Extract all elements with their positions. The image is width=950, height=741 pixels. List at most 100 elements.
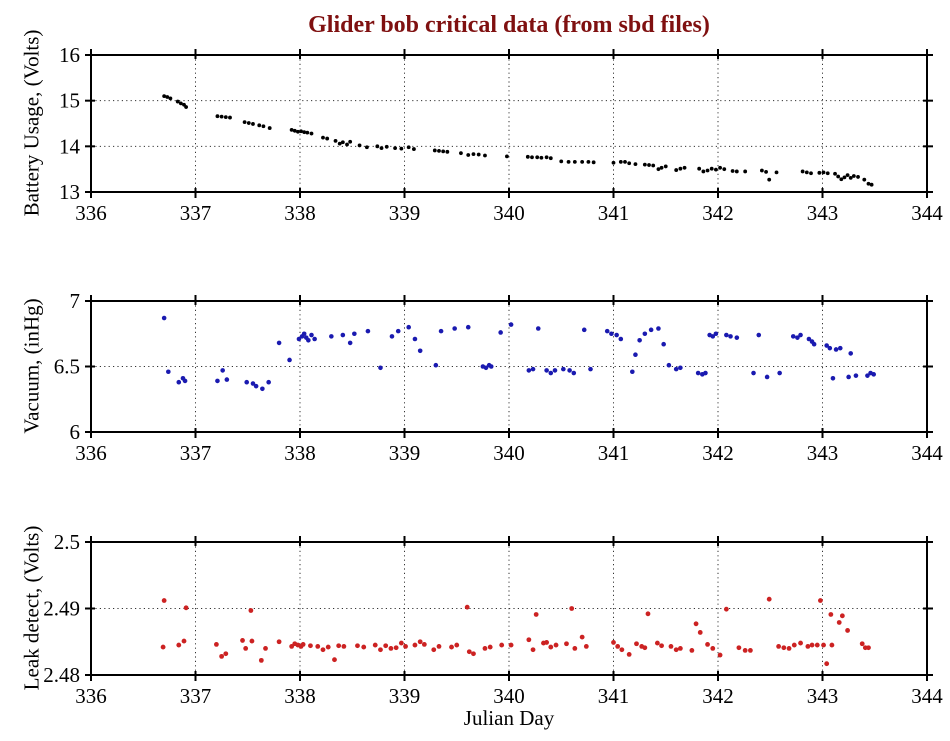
- x-tick-label: 338: [284, 684, 316, 708]
- data-point: [406, 145, 411, 150]
- data-point: [866, 645, 871, 651]
- data-point: [604, 328, 610, 334]
- data-point: [553, 642, 559, 648]
- data-point: [168, 96, 173, 101]
- data-point: [682, 165, 687, 170]
- data-point: [219, 653, 225, 659]
- data-point: [393, 146, 397, 151]
- x-axis-label: Julian Day: [463, 706, 555, 730]
- data-point: [736, 645, 742, 651]
- data-point: [308, 643, 313, 649]
- data-point: [697, 166, 702, 171]
- data-point: [833, 347, 839, 352]
- data-point: [526, 637, 532, 643]
- data-point: [223, 651, 229, 657]
- data-point: [357, 143, 362, 148]
- data-point: [302, 130, 307, 135]
- data-point: [329, 334, 334, 339]
- data-point: [378, 365, 383, 371]
- data-point: [412, 336, 418, 342]
- y-tick-label: 2.48: [43, 663, 80, 687]
- data-point: [654, 640, 660, 646]
- data-point: [183, 605, 189, 611]
- data-point: [818, 598, 823, 603]
- data-point: [678, 365, 683, 371]
- data-point: [476, 152, 481, 157]
- data-point: [309, 131, 314, 136]
- data-point: [626, 651, 632, 657]
- data-point: [614, 332, 619, 338]
- data-point: [251, 122, 255, 126]
- data-point: [572, 646, 578, 651]
- data-point: [437, 149, 441, 153]
- data-point: [544, 155, 549, 160]
- data-point: [659, 643, 664, 649]
- data-point: [393, 645, 399, 651]
- data-point: [388, 646, 394, 651]
- data-point: [645, 611, 651, 617]
- data-point: [618, 336, 624, 342]
- data-point: [767, 177, 772, 182]
- data-point: [508, 322, 514, 327]
- data-point: [375, 144, 380, 149]
- data-point: [618, 159, 623, 164]
- data-point: [833, 171, 837, 176]
- data-point: [588, 366, 593, 372]
- data-point: [718, 165, 722, 170]
- data-point: [666, 362, 672, 368]
- x-tick-label: 344: [911, 684, 943, 708]
- x-tick-label: 344: [911, 441, 943, 465]
- data-point: [730, 169, 735, 173]
- data-point: [258, 657, 264, 663]
- data-point: [176, 642, 182, 648]
- data-point: [166, 369, 171, 375]
- data-point: [828, 612, 834, 617]
- data-point: [800, 169, 805, 174]
- y-axis-label-battery: Battery Usage, (Volts): [19, 29, 44, 217]
- x-tick-label: 342: [702, 201, 734, 225]
- data-point: [498, 330, 503, 335]
- data-point: [459, 151, 463, 156]
- data-point: [417, 639, 423, 645]
- data-point: [839, 177, 844, 182]
- data-point: [851, 174, 856, 178]
- data-point: [215, 378, 220, 384]
- data-point: [321, 135, 325, 140]
- data-point: [656, 326, 661, 331]
- x-tick-label: 341: [598, 201, 630, 225]
- data-point: [364, 145, 369, 150]
- data-point: [713, 331, 719, 337]
- data-point: [548, 644, 554, 650]
- x-tick-label: 342: [702, 441, 734, 465]
- y-axis-label-vacuum: Vacuum, (inHg): [19, 298, 44, 434]
- data-point: [223, 115, 228, 120]
- data-point: [378, 647, 383, 653]
- x-tick-label: 343: [807, 684, 839, 708]
- data-point: [445, 149, 450, 154]
- x-tick-label: 343: [807, 201, 839, 225]
- data-point: [379, 146, 384, 151]
- data-point: [817, 170, 822, 175]
- data-point: [372, 642, 378, 648]
- x-tick-label: 341: [598, 441, 630, 465]
- x-tick-label: 336: [75, 684, 107, 708]
- data-point: [176, 379, 182, 385]
- data-point: [465, 324, 471, 330]
- y-tick-label: 2.49: [43, 597, 80, 621]
- data-point: [365, 328, 371, 334]
- data-point: [845, 173, 850, 178]
- data-point: [228, 115, 232, 120]
- data-point: [742, 647, 748, 653]
- chart-title: Glider bob critical data (from sbd files…: [308, 12, 710, 38]
- data-point: [160, 644, 166, 650]
- x-tick-label: 338: [284, 201, 316, 225]
- data-point: [471, 651, 476, 657]
- data-point: [791, 642, 797, 648]
- x-tick-label: 339: [389, 441, 421, 465]
- data-point: [734, 169, 739, 174]
- data-point: [709, 166, 714, 171]
- data-point: [412, 642, 418, 648]
- y-axis-label-leak: Leak detect, (Volts): [19, 525, 44, 691]
- data-point: [728, 334, 733, 339]
- data-point: [747, 647, 753, 653]
